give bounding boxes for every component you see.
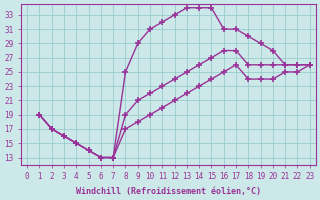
X-axis label: Windchill (Refroidissement éolien,°C): Windchill (Refroidissement éolien,°C) <box>76 187 261 196</box>
